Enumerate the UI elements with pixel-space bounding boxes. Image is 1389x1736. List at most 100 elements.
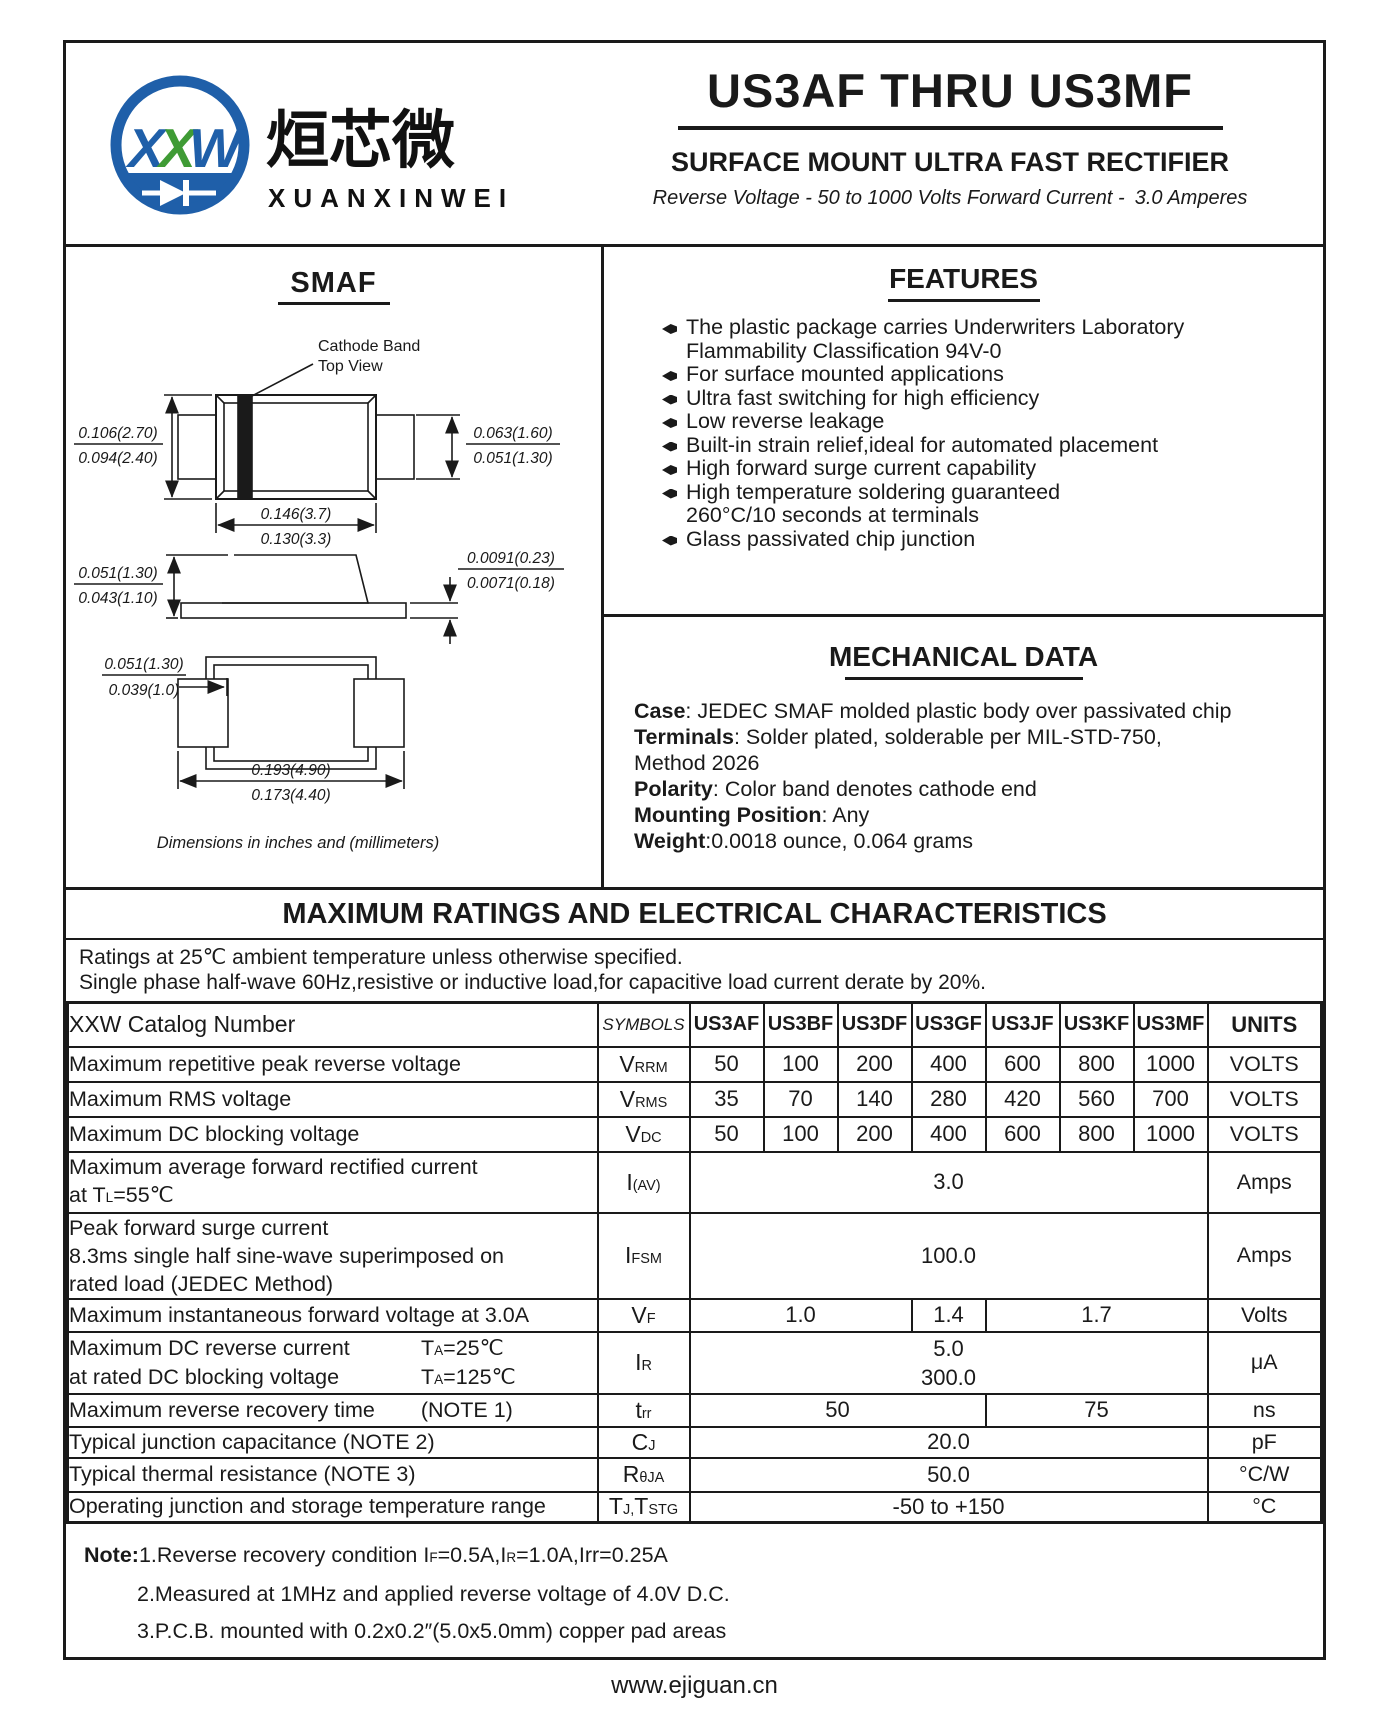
diamond-bullet-icon (662, 371, 677, 381)
value-cell: 3.0 (688, 1150, 1209, 1214)
features-section: FEATURES The plastic package carries Und… (604, 247, 1323, 617)
label-text: Maximum DC reverse current (69, 1335, 350, 1360)
value-cell: 600 (984, 1115, 1061, 1153)
feature-text: Glass passivated chip junction (686, 526, 976, 551)
ratings-condition-line: Ratings at 25℃ ambient temperature unles… (79, 946, 683, 969)
row-label: Maximum repetitive peak reverse voltage (66, 1045, 599, 1083)
col-header-part: US3BF (762, 1001, 839, 1048)
list-item: Ultra fast switching for high efficiency (662, 386, 1313, 411)
features-underline (887, 299, 1040, 302)
dim-tab-width-max: 0.051(1.30) (104, 656, 183, 673)
table-row: Typical junction capacitance (NOTE 2) CJ… (66, 1425, 1323, 1459)
value-cell: 100 (762, 1115, 839, 1153)
col-header-part: US3JF (984, 1001, 1061, 1048)
mechanical-row: Polarity: Color band denotes cathode end (634, 776, 1309, 802)
label-text: Maximum reverse recovery time (69, 1397, 375, 1422)
note-line: 2.Measured at 1MHz and applied reverse v… (137, 1582, 730, 1606)
mech-text: :0.0018 ounce, 0.064 grams (705, 829, 974, 853)
cathode-band-mark (237, 394, 253, 500)
tagline-current: 3.0 Amperes (1134, 187, 1248, 209)
label-line: at TL=55℃ (69, 1182, 174, 1207)
dim-lead-width-max: 0.063(1.60) (473, 425, 552, 442)
unit-cell: μA (1206, 1330, 1323, 1395)
col-header-units: UNITS (1206, 1001, 1323, 1048)
symbol-cell: CJ (596, 1425, 691, 1459)
mechanical-row: Case: JEDEC SMAF molded plastic body ove… (634, 698, 1309, 724)
col-header-symbols: SYMBOLS (596, 1001, 691, 1048)
feature-text: 260°C/10 seconds at terminals (686, 503, 980, 527)
value-cell: 50 (688, 1045, 765, 1083)
unit-cell: pF (1206, 1425, 1323, 1459)
logo-letter-x1: X (125, 117, 168, 179)
table-row: Maximum DC blocking voltage VDC 50 100 2… (66, 1115, 1323, 1153)
value-cell: 75 (984, 1392, 1209, 1428)
row-label: Typical junction capacitance (NOTE 2) (66, 1425, 599, 1459)
side-view-height-dim: 0.051(1.30) 0.043(1.10) (74, 554, 228, 619)
value-cell: 1000 (1132, 1045, 1209, 1083)
symbol-cell: VRRM (596, 1045, 691, 1083)
unit-cell: VOLTS (1206, 1080, 1323, 1118)
title-underline (677, 126, 1223, 130)
label-line: Maximum average forward rectified curren… (69, 1154, 478, 1179)
mech-text: : Color band denotes cathode end (712, 777, 1037, 801)
symbol-cell: VF (596, 1297, 691, 1333)
value-line: 5.0 (933, 1335, 964, 1361)
dim-lead-thickness-min: 0.0071(0.18) (467, 575, 555, 592)
col-header-catalog: XXW Catalog Number (66, 1001, 599, 1048)
row-label: Maximum average forward rectified curren… (66, 1150, 599, 1214)
datasheet-page: X X W 烜芯微 XUANXINWEI US3AF THRU US3MF SU… (63, 40, 1326, 1660)
dim-tab-width-min: 0.039(1.0) (109, 682, 180, 699)
diode-symbol-icon (142, 180, 216, 206)
list-item: The plastic package carries Underwriters… (662, 315, 1313, 363)
ratings-condition-line: Single phase half-wave 60Hz,resistive or… (79, 971, 986, 994)
drawing-caption: Dimensions in inches and (millimeters) (157, 834, 439, 852)
product-subtitle: SURFACE MOUNT ULTRA FAST RECTIFIER (671, 147, 1229, 177)
list-item: For surface mounted applications (662, 362, 1313, 387)
table-row: Maximum reverse recovery time (NOTE 1) tr… (66, 1392, 1323, 1428)
value-cell: 70 (762, 1080, 839, 1118)
package-column: SMAF Cathode Band Top View (66, 247, 604, 887)
value-cell: 420 (984, 1080, 1061, 1118)
ratings-title-bar: MAXIMUM RATINGS AND ELECTRICAL CHARACTER… (66, 890, 1323, 940)
col-header-part: US3GF (910, 1001, 987, 1048)
top-view-height-dim: 0.106(2.70) 0.094(2.40) (74, 394, 212, 500)
bottom-view-body (177, 656, 405, 770)
value-cell: 200 (836, 1115, 913, 1153)
symbol-cell: IR (596, 1330, 691, 1395)
value-cell: 1.0 (688, 1297, 913, 1333)
value-cell: 100.0 (688, 1211, 1209, 1300)
table-row: Typical thermal resistance (NOTE 3) RθJA… (66, 1456, 1323, 1493)
bottom-view-width-dim: 0.193(4.90) 0.173(4.40) (177, 751, 405, 804)
mech-label: Weight (634, 829, 706, 853)
value-cell: 200 (836, 1045, 913, 1083)
row-label: Maximum RMS voltage (66, 1080, 599, 1118)
tagline-text: Reverse Voltage - 50 to 1000 Volts Forwa… (652, 187, 1125, 209)
feature-text: For surface mounted applications (686, 362, 1004, 386)
note-label: Note: (84, 1543, 139, 1567)
mechanical-data-title: MECHANICAL DATA (828, 641, 1099, 672)
value-cell: 700 (1132, 1080, 1209, 1118)
top-view-body (177, 394, 415, 500)
symbol-cell: RθJA (596, 1456, 691, 1493)
value-cell: 35 (688, 1080, 765, 1118)
mechanical-data-section: MECHANICAL DATA Case: JEDEC SMAF molded … (604, 617, 1323, 854)
label-line: Peak forward surge current (69, 1215, 329, 1240)
table-row: Maximum instantaneous forward voltage at… (66, 1297, 1323, 1333)
symbol-cell: IFSM (596, 1211, 691, 1300)
note-text: 1.Reverse recovery condition IF=0.5A,IR=… (138, 1543, 668, 1567)
value-cell: -50 to +150 (688, 1490, 1209, 1524)
table-header-row: XXW Catalog Number SYMBOLS US3AF US3BF U… (66, 1001, 1323, 1048)
row-label: Operating junction and storage temperatu… (66, 1490, 599, 1524)
website-url: www.ejiguan.cn (611, 1672, 778, 1699)
value-cell: 1000 (1132, 1115, 1209, 1153)
table-row: Maximum DC reverse current TA=25℃ at rat… (66, 1330, 1323, 1395)
value-cell: 1.4 (910, 1297, 987, 1333)
mech-text: : Any (821, 803, 870, 827)
logo-chinese-name: 烜芯微 (266, 104, 455, 177)
callout-cathode-band: Cathode Band (318, 338, 420, 355)
mech-label: Mounting Position (634, 803, 822, 827)
symbol-cell: VDC (596, 1115, 691, 1153)
row-label: Maximum DC blocking voltage (66, 1115, 599, 1153)
table-row: Maximum average forward rectified curren… (66, 1150, 1323, 1214)
package-name: SMAF (290, 267, 377, 299)
